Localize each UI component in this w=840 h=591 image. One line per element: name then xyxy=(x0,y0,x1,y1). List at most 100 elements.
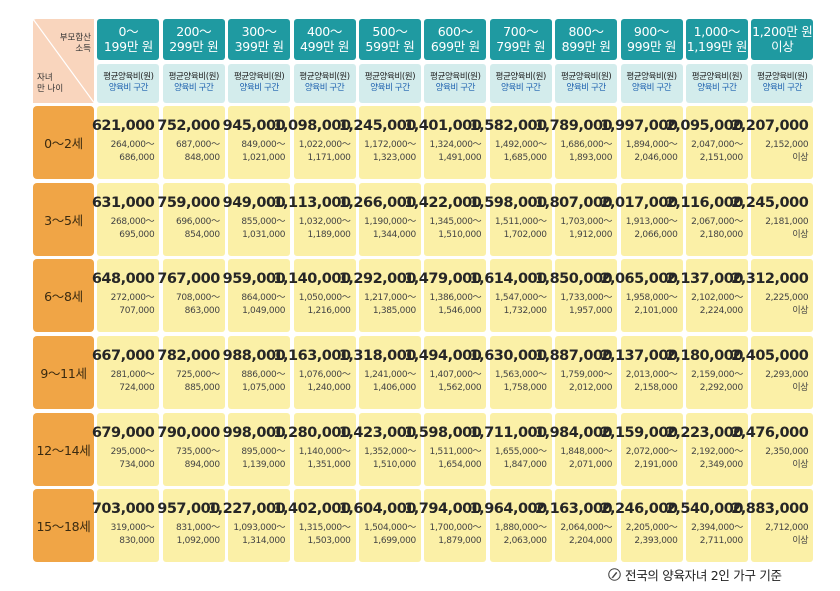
cost-range: 687,000～ 848,000 xyxy=(175,140,220,164)
diagonal-divider xyxy=(33,19,94,103)
table-cell: 1,598,000 1,511,000～ 1,702,000 xyxy=(470,182,552,256)
cost-range-label: 양육비 구간 xyxy=(304,83,345,94)
average-cost: 2,476,000 xyxy=(731,424,809,441)
table-cell: 998,000 895,000～ 1,139,000 xyxy=(223,412,291,486)
income-column-label: 500～ 599만 원 xyxy=(365,24,415,54)
average-cost: 2,137,000 xyxy=(665,271,744,288)
income-column-header: 900～ 999만 원 xyxy=(620,19,683,60)
age-group-label: 12～14세 xyxy=(33,412,94,486)
column-subheader: 평균양육비(원) 양육비 구간 xyxy=(489,63,552,103)
average-cost: 703,000 xyxy=(91,501,155,518)
cost-range: 1,492,000～ 1,685,000 xyxy=(494,140,547,164)
table-cell: 1,984,000 1,848,000～ 2,071,000 xyxy=(535,412,618,486)
column-subheader: 평균양육비(원) 양육비 구간 xyxy=(685,63,748,103)
age-group-label: 15～18세 xyxy=(33,489,94,563)
cost-range: 295,000～ 734,000 xyxy=(110,446,155,470)
income-column-label: 600～ 699만 원 xyxy=(430,24,480,54)
column-subheader: 평균양육비(원) 양육비 구간 xyxy=(358,63,421,103)
average-cost: 2,159,000 xyxy=(600,424,678,441)
average-cost: 679,000 xyxy=(91,424,155,441)
cost-range: 735,000～ 894,000 xyxy=(175,446,220,470)
table-cell: 1,266,000 1,190,000～ 1,344,000 xyxy=(339,182,421,256)
average-cost: 1,098,000 xyxy=(273,118,351,135)
table-cell: 1,423,000 1,352,000～ 1,510,000 xyxy=(339,412,421,486)
avg-cost-label: 평균양육비(원) xyxy=(168,72,220,83)
column-subheader: 평균양육비(원) 양육비 구간 xyxy=(555,63,618,103)
avg-cost-label: 평균양육비(원) xyxy=(103,72,154,83)
table-cell: 957,000 831,000～ 1,092,000 xyxy=(157,489,225,563)
cost-range-label: 양육비 구간 xyxy=(370,83,410,94)
table-cell: 2,065,000 1,958,000～ 2,101,000 xyxy=(600,259,683,333)
cost-range: 1,076,000～ 1,240,000 xyxy=(298,369,351,393)
table-cell: 759,000 696,000～ 854,000 xyxy=(157,182,225,256)
avg-cost-label: 평균양육비(원) xyxy=(299,72,350,83)
column-subheader: 평균양육비(원) 양육비 구간 xyxy=(293,63,356,103)
cost-range: 268,000～ 695,000 xyxy=(110,216,155,240)
average-cost: 1,582,000 xyxy=(469,118,548,135)
table-cell: 959,000 864,000～ 1,049,000 xyxy=(223,259,291,333)
age-group-text: 0～2세 xyxy=(44,136,83,152)
average-cost: 2,095,000 xyxy=(665,118,744,135)
table-cell: 1,789,000 1,686,000～ 1,893,000 xyxy=(535,106,618,180)
table-cell: 945,000 849,000～ 1,021,000 xyxy=(223,106,291,180)
avg-cost-label: 평균양육비(원) xyxy=(233,72,285,83)
table-cell: 1,598,000 1,511,000～ 1,654,000 xyxy=(404,412,487,486)
average-cost: 957,000 xyxy=(157,501,220,518)
cost-range: 264,000～ 686,000 xyxy=(110,140,155,164)
table-cell: 1,318,000 1,241,000～ 1,406,000 xyxy=(339,335,421,409)
average-cost: 1,614,000 xyxy=(469,271,548,288)
age-group-text: 12～14세 xyxy=(36,442,91,458)
cost-range: 1,217,000～ 1,385,000 xyxy=(364,293,416,317)
table-cell: 703,000 319,000～ 830,000 xyxy=(92,489,160,563)
average-cost: 988,000 xyxy=(222,347,286,364)
cost-range: 2,013,000～ 2,158,000 xyxy=(625,369,678,393)
cost-range: 1,315,000～ 1,503,000 xyxy=(298,523,351,547)
average-cost: 1,997,000 xyxy=(600,118,678,135)
cost-range: 2,712,000 이상 xyxy=(765,523,809,547)
cost-range: 281,000～ 724,000 xyxy=(110,369,155,393)
cost-range: 696,000～ 854,000 xyxy=(175,216,220,240)
cost-range: 2,159,000～ 2,292,000 xyxy=(691,369,743,393)
income-column-header: 500～ 599만 원 xyxy=(358,19,421,60)
average-cost: 1,227,000 xyxy=(208,501,286,518)
age-group-text: 9～11세 xyxy=(40,365,87,381)
average-cost: 1,711,000 xyxy=(469,424,548,441)
average-cost: 1,479,000 xyxy=(404,271,482,288)
average-cost: 2,137,000 xyxy=(600,347,678,364)
table-cell: 2,312,000 2,225,000 이상 xyxy=(731,259,814,333)
cost-range: 849,000～ 1,021,000 xyxy=(241,140,286,164)
table-cell: 1,850,000 1,733,000～ 1,957,000 xyxy=(535,259,618,333)
table-cell: 2,116,000 2,067,000～ 2,180,000 xyxy=(666,182,748,256)
avg-cost-label: 평균양육비(원) xyxy=(430,72,481,83)
average-cost: 648,000 xyxy=(91,271,155,288)
table-cell: 621,000 264,000～ 686,000 xyxy=(92,106,160,180)
table-cell: 2,405,000 2,293,000 이상 xyxy=(731,335,814,409)
cost-range: 1,140,000～ 1,351,000 xyxy=(298,446,351,470)
average-cost: 752,000 xyxy=(157,118,220,135)
average-cost: 1,113,000 xyxy=(273,194,351,211)
cost-range: 1,563,000～ 1,758,000 xyxy=(494,369,547,393)
cost-range: 1,511,000～ 1,654,000 xyxy=(429,446,482,470)
table-corner-header: 부모합산 소득 자녀 만 나이 xyxy=(33,19,94,103)
income-column-label: 1,200만 원 이상 xyxy=(752,24,813,54)
table-cell: 782,000 725,000～ 885,000 xyxy=(157,335,225,409)
average-cost: 1,807,000 xyxy=(534,194,613,211)
cost-range: 1,703,000～ 1,912,000 xyxy=(560,216,613,240)
column-subheader: 평균양육비(원) 양육비 구간 xyxy=(162,63,225,103)
average-cost: 2,223,000 xyxy=(665,424,744,441)
income-column-header: 600～ 699만 원 xyxy=(424,19,487,60)
table-cell: 2,163,000 2,064,000～ 2,204,000 xyxy=(535,489,618,563)
cost-range: 1,848,000～ 2,071,000 xyxy=(560,446,613,470)
average-cost: 2,540,000 xyxy=(665,501,744,518)
income-column-label: 300～ 399만 원 xyxy=(234,24,284,54)
footnote-text: 전국의 양육자녀 2인 가구 기준 xyxy=(625,568,782,583)
average-cost: 1,280,000 xyxy=(273,424,351,441)
cost-range: 1,958,000～ 2,101,000 xyxy=(625,293,678,317)
average-cost: 1,630,000 xyxy=(469,347,548,364)
cost-range: 2,072,000～ 2,191,000 xyxy=(625,446,678,470)
cost-range-label: 양육비 구간 xyxy=(631,83,672,94)
table-cell: 2,883,000 2,712,000 이상 xyxy=(731,489,814,563)
cost-range: 2,152,000 이상 xyxy=(765,140,809,164)
average-cost: 2,116,000 xyxy=(665,194,744,211)
average-cost: 631,000 xyxy=(91,194,155,211)
